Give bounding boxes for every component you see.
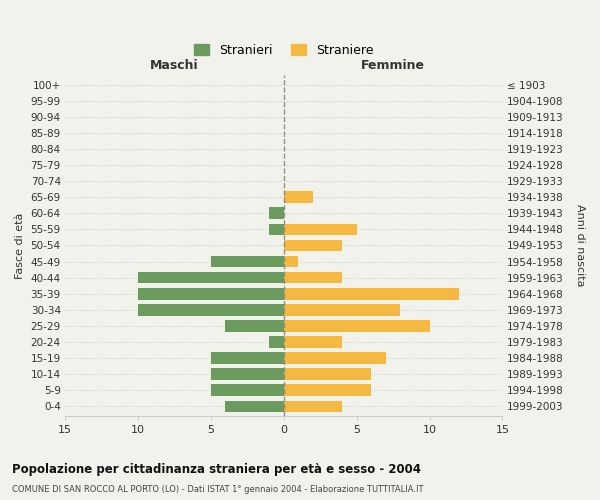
Bar — [226, 320, 284, 332]
Legend: Stranieri, Straniere: Stranieri, Straniere — [190, 40, 377, 61]
Bar — [284, 192, 313, 203]
Bar — [284, 224, 356, 235]
Bar — [284, 320, 430, 332]
Bar — [284, 384, 371, 396]
Text: COMUNE DI SAN ROCCO AL PORTO (LO) - Dati ISTAT 1° gennaio 2004 - Elaborazione TU: COMUNE DI SAN ROCCO AL PORTO (LO) - Dati… — [12, 485, 424, 494]
Bar — [284, 272, 342, 283]
Bar — [284, 368, 371, 380]
Bar — [284, 400, 342, 412]
Bar — [284, 240, 342, 252]
Bar — [138, 288, 284, 300]
Y-axis label: Fasce di età: Fasce di età — [15, 212, 25, 278]
Bar — [284, 352, 386, 364]
Bar — [269, 336, 284, 348]
Bar — [269, 208, 284, 219]
Bar — [138, 304, 284, 316]
Bar — [284, 256, 298, 268]
Bar — [284, 336, 342, 348]
Bar — [211, 384, 284, 396]
Bar — [211, 352, 284, 364]
Text: Maschi: Maschi — [150, 58, 199, 71]
Text: Popolazione per cittadinanza straniera per età e sesso - 2004: Popolazione per cittadinanza straniera p… — [12, 462, 421, 475]
Bar — [211, 368, 284, 380]
Bar — [269, 224, 284, 235]
Bar — [284, 288, 458, 300]
Bar — [138, 272, 284, 283]
Text: Femmine: Femmine — [361, 58, 425, 71]
Y-axis label: Anni di nascita: Anni di nascita — [575, 204, 585, 286]
Bar — [211, 256, 284, 268]
Bar — [226, 400, 284, 412]
Bar — [284, 304, 400, 316]
